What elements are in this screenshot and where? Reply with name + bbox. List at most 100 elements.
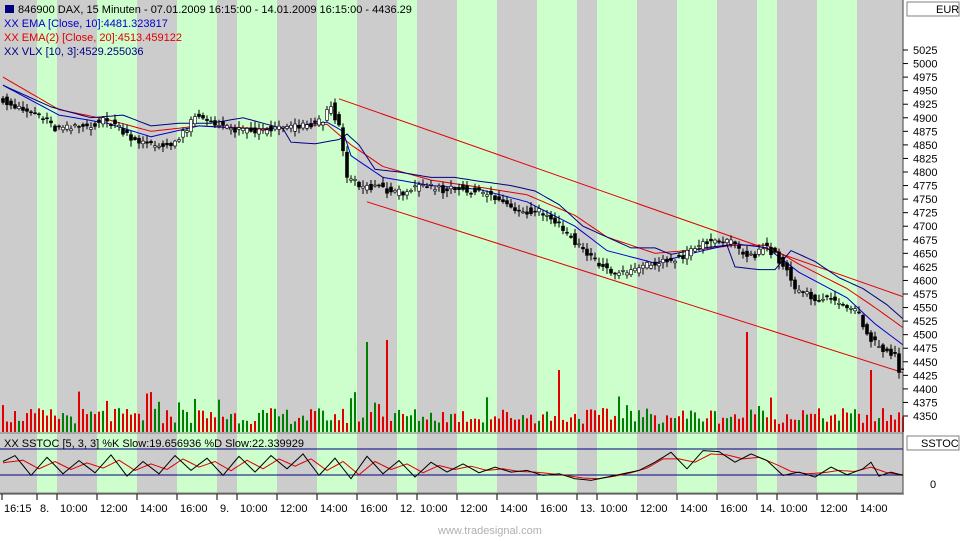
volume-bar: [690, 410, 692, 432]
volume-bar: [314, 411, 316, 432]
volume-bar: [94, 414, 96, 432]
candle-body: [165, 142, 169, 146]
sstoc-button[interactable]: SSTOC: [906, 435, 960, 451]
volume-bar: [434, 420, 436, 432]
candle-body: [893, 352, 897, 354]
volume-bar: [310, 409, 312, 432]
time-tick-label: 12.: [400, 503, 415, 515]
price-tick-label: 4500: [913, 330, 937, 342]
volume-bar: [274, 408, 276, 432]
volume-bar: [38, 408, 40, 432]
time-tick-label: 9.: [220, 503, 229, 515]
candle-body: [101, 117, 105, 125]
volume-bar: [26, 413, 28, 432]
time-tick-label: 10:00: [420, 503, 448, 515]
candle-body: [309, 123, 313, 128]
candle-body: [585, 248, 589, 256]
stoch-k-line: [2, 450, 904, 481]
volume-bar: [370, 412, 372, 432]
candle-body: [65, 124, 69, 130]
candle-body: [817, 300, 821, 302]
candle-body: [509, 203, 513, 208]
session-band: [537, 0, 577, 494]
volume-bar: [578, 418, 580, 432]
volume-bar: [522, 415, 524, 432]
candle-body: [793, 279, 797, 290]
volume-bar: [650, 414, 652, 432]
candle-body: [633, 267, 637, 272]
candle-body: [437, 185, 441, 188]
volume-bar: [534, 423, 536, 432]
volume-bar: [250, 423, 252, 432]
volume-bar: [546, 411, 548, 432]
volume-bar: [862, 422, 864, 432]
volume-bar: [486, 397, 488, 432]
volume-bar: [378, 404, 380, 432]
candle-body: [317, 118, 321, 126]
volume-bar: [282, 413, 284, 432]
candle-body: [505, 200, 509, 205]
candle-body: [105, 118, 109, 122]
volume-bar: [118, 408, 120, 432]
candle-body: [241, 128, 245, 131]
candle-body: [365, 185, 369, 191]
candle-body: [449, 185, 453, 190]
price-tick-label: 4775: [913, 181, 937, 193]
volume-bar: [294, 421, 296, 432]
price-tick-label: 4350: [913, 411, 937, 423]
price-tick-label: 4925: [913, 99, 937, 111]
candle-body: [645, 262, 649, 269]
candle-body: [369, 183, 373, 190]
volume-bar: [550, 420, 552, 432]
candle-body: [765, 242, 769, 246]
volume-bar: [82, 408, 84, 432]
candle-body: [805, 291, 809, 295]
volume-bar: [854, 409, 856, 432]
candle-body: [529, 207, 533, 214]
volume-bar: [210, 412, 212, 432]
volume-bar: [714, 411, 716, 432]
volume-bar: [98, 411, 100, 432]
candle-body: [257, 128, 261, 135]
candle-body: [473, 187, 477, 193]
candle-body: [29, 111, 33, 114]
candle-body: [605, 263, 609, 269]
candle-body: [749, 253, 753, 256]
volume-bar: [178, 402, 180, 432]
volume-bar: [598, 414, 600, 432]
trend-channel[interactable]: [338, 98, 904, 374]
candle-body: [69, 128, 73, 131]
time-tick-label: 16:00: [360, 503, 388, 515]
volume-bar: [878, 418, 880, 432]
volume-bar: [278, 416, 280, 432]
time-tick-label: 14:00: [140, 503, 168, 515]
price-tick-label: 5025: [913, 45, 937, 57]
candle-body: [433, 189, 437, 192]
candle-body: [653, 261, 657, 266]
time-axis[interactable]: 16:15 8. 10:00 12:00 14:00 16:00 9. 10:00 12:00 1…: [1, 494, 888, 515]
candle-body: [553, 217, 557, 224]
volume-bar: [266, 412, 268, 432]
candle-body: [549, 214, 553, 220]
price-tick-label: 4425: [913, 370, 937, 382]
candle-body: [197, 113, 201, 117]
candle-body: [333, 102, 337, 121]
candle-body: [517, 209, 521, 212]
volume-bar: [454, 413, 456, 432]
volume-bar: [78, 391, 80, 432]
volume-bar: [630, 410, 632, 432]
volume-bar: [494, 416, 496, 432]
candle-body: [493, 195, 497, 201]
volume-bar: [218, 399, 220, 432]
candle-body: [477, 187, 481, 191]
candle-body: [137, 137, 141, 144]
candle-body: [409, 190, 413, 192]
currency-button[interactable]: EUR: [906, 1, 960, 17]
candle-body: [841, 303, 845, 306]
volume-bar: [662, 422, 664, 432]
volume-bar: [102, 410, 104, 432]
volume-bar: [442, 412, 444, 432]
candle-body: [701, 241, 705, 250]
